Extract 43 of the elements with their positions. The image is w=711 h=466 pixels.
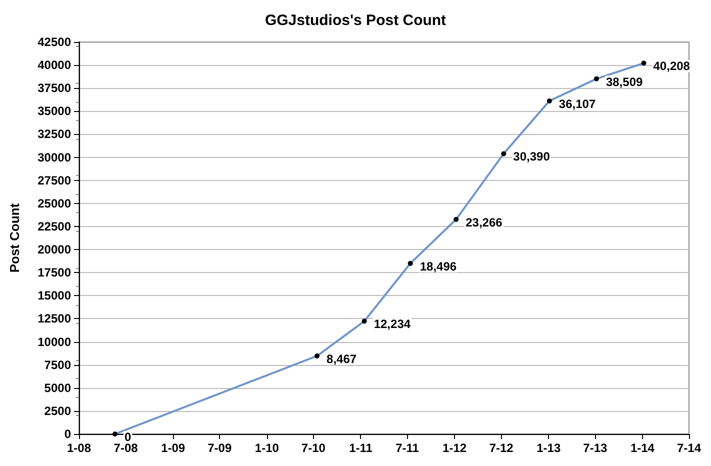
y-tick-label: 2500 <box>44 404 72 418</box>
y-tick-label: 27500 <box>38 173 72 188</box>
data-label: 0 <box>124 430 132 444</box>
y-tick-label: 7500 <box>44 358 72 372</box>
y-tick-label: 40000 <box>38 58 72 72</box>
data-label: 36,107 <box>558 96 596 111</box>
y-tick-label: 17500 <box>38 266 72 280</box>
y-tick-label: 25000 <box>38 196 72 210</box>
data-label: 30,390 <box>513 150 550 164</box>
data-label: 12,234 <box>374 317 411 332</box>
x-tick-label: 1-08 <box>66 441 92 455</box>
y-tick-label: 37500 <box>38 81 72 96</box>
y-tick-label: 32500 <box>38 127 72 142</box>
x-tick-label: 1-12 <box>442 441 467 455</box>
x-tick-label: 7-09 <box>208 441 232 455</box>
x-tick-label: 1-09 <box>161 441 186 455</box>
x-tick-label: 7-14 <box>676 441 702 455</box>
y-tick-label: 5000 <box>44 380 72 395</box>
x-tick-label: 7-10 <box>301 441 326 455</box>
y-tick-label: 20000 <box>38 242 72 257</box>
y-tick-label: 22500 <box>38 219 72 234</box>
data-label: 40,208 <box>653 59 690 74</box>
x-tick-label: 7-08 <box>114 441 138 455</box>
y-axis-title: Post Count <box>7 202 22 273</box>
x-tick-label: 1-13 <box>536 441 561 455</box>
data-label: 23,266 <box>466 215 503 230</box>
chart-title: GGJstudios's Post Count <box>264 12 446 29</box>
y-tick-label: 30000 <box>38 150 72 164</box>
y-tick-label: 0 <box>64 427 72 441</box>
y-tick-label: 42500 <box>38 35 72 49</box>
x-tick-label: 1-11 <box>349 441 373 455</box>
y-tick-label: 10000 <box>38 334 72 349</box>
y-tick-label: 15000 <box>38 288 72 303</box>
x-tick-label: 7-11 <box>396 441 420 455</box>
x-tick-label: 7-13 <box>583 441 608 455</box>
data-label: 18,496 <box>420 259 457 274</box>
x-tick-label: 7-12 <box>489 441 514 455</box>
y-tick-label: 35000 <box>38 104 72 118</box>
x-tick-label: 1-14 <box>630 441 655 455</box>
data-label: 8,467 <box>326 352 357 366</box>
x-tick-label: 1-10 <box>254 441 280 455</box>
y-tick-label: 12500 <box>38 312 72 326</box>
data-label: 38,509 <box>606 74 643 89</box>
